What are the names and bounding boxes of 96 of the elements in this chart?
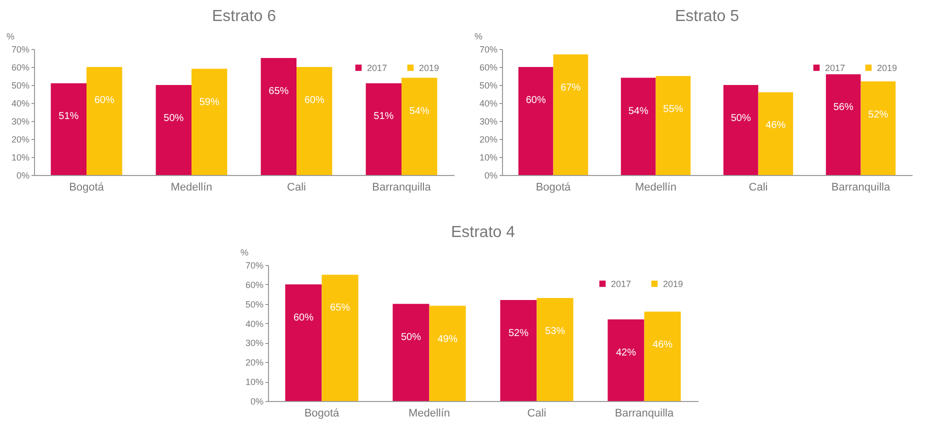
- bar: [553, 54, 588, 175]
- bar: [644, 312, 681, 401]
- bar: [402, 78, 438, 175]
- bar: [500, 300, 537, 401]
- bar: [322, 274, 358, 401]
- data-label: 52%: [868, 109, 888, 120]
- data-label: 46%: [652, 340, 673, 351]
- data-label: 54%: [628, 106, 648, 117]
- x-tick-label: Bogotá: [69, 182, 105, 194]
- bar: [392, 304, 430, 401]
- y-axis-title: %: [240, 248, 249, 258]
- y-axis-title: %: [474, 32, 483, 42]
- bar: [518, 67, 554, 175]
- x-tick-label: Bogotá: [304, 408, 340, 420]
- y-tick-label: 0%: [484, 170, 498, 180]
- data-label: 51%: [58, 111, 79, 122]
- data-label: 49%: [438, 334, 458, 345]
- bar: [758, 92, 794, 175]
- bar: [620, 78, 656, 175]
- x-tick-label: Cali: [527, 408, 546, 420]
- bar: [50, 83, 86, 175]
- bar: [608, 319, 644, 401]
- bar: [429, 306, 466, 401]
- bar: [860, 81, 896, 175]
- y-axis-title: %: [6, 32, 15, 42]
- bar: [826, 74, 861, 175]
- data-label: 50%: [400, 332, 422, 343]
- bar: [156, 85, 192, 175]
- bar: [285, 284, 322, 401]
- y-tick-label: 30%: [245, 338, 264, 348]
- x-tick-label: Barranquilla: [831, 182, 891, 194]
- x-tick-label: Barranquilla: [372, 182, 432, 194]
- chart-title: Estrato 6: [212, 8, 276, 25]
- y-tick-label: 50%: [245, 299, 264, 310]
- legend-label: 2019: [419, 62, 440, 73]
- y-tick-label: 50%: [479, 80, 498, 90]
- data-label: 60%: [94, 95, 114, 106]
- bar: [536, 298, 574, 401]
- y-tick-label: 70%: [245, 260, 264, 270]
- legend-label: 2019: [663, 278, 684, 289]
- y-tick-label: 0%: [250, 396, 264, 406]
- data-label: 50%: [164, 113, 184, 124]
- y-tick-label: 0%: [16, 170, 30, 180]
- x-tick-label: Medellín: [408, 408, 450, 420]
- x-tick-label: Medellín: [170, 182, 212, 194]
- data-label: 54%: [409, 106, 430, 117]
- x-tick-label: Medellín: [634, 182, 677, 194]
- bar: [86, 67, 122, 175]
- data-label: 65%: [330, 302, 350, 314]
- y-tick-label: 60%: [479, 62, 498, 72]
- x-tick-label: Barranquilla: [614, 408, 674, 420]
- data-label: 60%: [293, 312, 314, 324]
- data-label: 55%: [663, 104, 684, 115]
- x-tick-label: Cali: [748, 182, 768, 194]
- x-tick-label: Bogotá: [536, 182, 572, 194]
- y-tick-label: 10%: [479, 152, 498, 162]
- data-label: 42%: [616, 347, 636, 358]
- bar: [260, 58, 296, 175]
- y-tick-label: 30%: [11, 116, 30, 126]
- legend-label: 2019: [877, 62, 898, 73]
- y-tick-label: 10%: [245, 377, 264, 388]
- data-label: 50%: [730, 113, 751, 124]
- y-tick-label: 30%: [479, 116, 498, 126]
- legend-label: 2017: [825, 62, 846, 73]
- data-label: 53%: [545, 326, 566, 338]
- bar: [296, 67, 332, 175]
- bar: [192, 68, 228, 175]
- y-tick-label: 60%: [245, 280, 264, 290]
- y-tick-label: 70%: [11, 44, 30, 54]
- y-tick-label: 20%: [11, 134, 30, 144]
- bar: [723, 85, 758, 175]
- legend-label: 2017: [611, 278, 632, 289]
- y-tick-label: 10%: [11, 152, 30, 162]
- data-label: 67%: [560, 82, 581, 94]
- y-tick-label: 20%: [245, 358, 264, 368]
- y-tick-label: 40%: [11, 98, 30, 108]
- data-label: 60%: [526, 95, 546, 106]
- y-tick-label: 70%: [479, 44, 498, 54]
- y-tick-label: 40%: [479, 98, 498, 108]
- bar: [366, 83, 402, 175]
- legend-label: 2017: [367, 62, 388, 73]
- y-tick-label: 60%: [11, 62, 30, 72]
- y-tick-label: 40%: [245, 318, 264, 329]
- data-label: 65%: [268, 86, 289, 97]
- data-label: 56%: [833, 102, 854, 114]
- data-label: 60%: [304, 95, 324, 106]
- y-tick-label: 50%: [11, 80, 30, 90]
- bar: [656, 76, 691, 175]
- data-label: 46%: [766, 120, 786, 132]
- y-tick-label: 20%: [479, 134, 498, 144]
- chart-title: Estrato 4: [450, 224, 516, 241]
- data-label: 52%: [508, 328, 529, 339]
- data-label: 51%: [374, 111, 394, 122]
- x-tick-label: Cali: [287, 182, 306, 194]
- chart-title: Estrato 5: [674, 8, 740, 25]
- data-label: 59%: [199, 96, 220, 108]
